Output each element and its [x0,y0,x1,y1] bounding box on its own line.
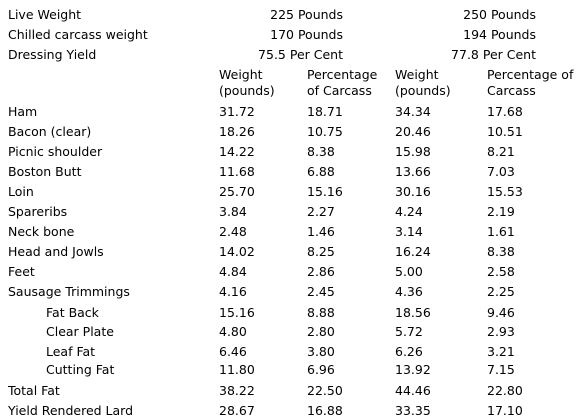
weight-225: 6.46 [219,344,247,359]
percent-225: 18.71 [307,104,343,119]
header-percent-1-line2: of Carcass [307,83,372,98]
weight-250: 15.98 [395,144,431,159]
weight-250: 33.35 [395,403,431,418]
percent-225: 6.88 [307,164,335,179]
weight-250: 6.26 [395,344,423,359]
row-label: Boston Butt [8,164,82,179]
percent-225: 2.86 [307,264,335,279]
header-weight-2-line1: Weight [395,67,439,82]
row-label: Fat Back [46,305,99,320]
weight-250: 4.24 [395,204,423,219]
percent-225: 10.75 [307,124,343,139]
percent-250: 15.53 [487,184,523,199]
weight-250: 4.36 [395,284,423,299]
header-percent-1-line1: Percentage [307,67,378,82]
weight-225: 4.84 [219,264,247,279]
percent-250: 9.46 [487,305,515,320]
header-weight-2-line2: (pounds) [395,83,451,98]
weight-225: 31.72 [219,104,255,119]
percent-250: 17.68 [487,104,523,119]
weight-225: 25.70 [219,184,255,199]
weight-250: 5.72 [395,324,423,339]
weight-250: 44.46 [395,383,431,398]
row-label: Spareribs [8,204,68,219]
weight-250: 34.34 [395,104,431,119]
live-weight-a: 225 Pounds [270,7,343,22]
weight-250: 18.56 [395,305,431,320]
percent-250: 10.51 [487,124,523,139]
row-label: Clear Plate [46,324,114,339]
dressing-yield-a: 75.5 Per Cent [258,47,343,62]
weight-225: 18.26 [219,124,255,139]
row-label: Head and Jowls [8,244,104,259]
weight-225: 14.22 [219,144,255,159]
weight-250: 16.24 [395,244,431,259]
percent-250: 8.38 [487,244,515,259]
row-label: Ham [8,104,38,119]
chilled-weight-b: 194 Pounds [463,27,536,42]
row-label: Feet [8,264,35,279]
row-label: Bacon (clear) [8,124,92,139]
header-percent-2-line1: Percentage of [487,67,574,82]
row-label: Loin [8,184,34,199]
dressing-yield-label: Dressing Yield [8,47,97,62]
weight-225: 4.80 [219,324,247,339]
percent-225: 8.88 [307,305,335,320]
percent-250: 7.15 [487,362,515,377]
weight-250: 3.14 [395,224,423,239]
weight-225: 2.48 [219,224,247,239]
percent-250: 17.10 [487,403,523,418]
row-label: Total Fat [8,383,60,398]
live-weight-b: 250 Pounds [463,7,536,22]
percent-225: 6.96 [307,362,335,377]
percent-250: 2.58 [487,264,515,279]
weight-225: 28.67 [219,403,255,418]
percent-250: 2.25 [487,284,515,299]
percent-225: 2.45 [307,284,335,299]
percent-225: 2.80 [307,324,335,339]
weight-225: 15.16 [219,305,255,320]
weight-225: 3.84 [219,204,247,219]
header-weight-1-line1: Weight [219,67,263,82]
percent-225: 1.46 [307,224,335,239]
percent-225: 16.88 [307,403,343,418]
live-weight-label: Live Weight [8,7,82,22]
percent-225: 8.38 [307,144,335,159]
percent-225: 2.27 [307,204,335,219]
percent-225: 8.25 [307,244,335,259]
row-label: Leaf Fat [46,344,96,359]
percent-225: 3.80 [307,344,335,359]
row-label: Neck bone [8,224,75,239]
weight-250: 30.16 [395,184,431,199]
percent-250: 2.19 [487,204,515,219]
weight-225: 4.16 [219,284,247,299]
row-label: Yield Rendered Lard [8,403,134,418]
percent-250: 1.61 [487,224,515,239]
dressing-yield-b: 77.8 Per Cent [451,47,536,62]
weight-250: 13.66 [395,164,431,179]
weight-250: 20.46 [395,124,431,139]
percent-250: 3.21 [487,344,515,359]
weight-225: 38.22 [219,383,255,398]
percent-250: 22.80 [487,383,523,398]
weight-225: 11.80 [219,362,255,377]
chilled-weight-label: Chilled carcass weight [8,27,148,42]
percent-250: 7.03 [487,164,515,179]
weight-225: 14.02 [219,244,255,259]
percent-225: 15.16 [307,184,343,199]
chilled-weight-a: 170 Pounds [270,27,343,42]
percent-225: 22.50 [307,383,343,398]
weight-225: 11.68 [219,164,255,179]
row-label: Cutting Fat [46,362,115,377]
weight-250: 13.92 [395,362,431,377]
header-percent-2-line2: Carcass [487,83,536,98]
row-label: Sausage Trimmings [8,284,130,299]
percent-250: 8.21 [487,144,515,159]
weight-250: 5.00 [395,264,423,279]
header-weight-1-line2: (pounds) [219,83,275,98]
percent-250: 2.93 [487,324,515,339]
row-label: Picnic shoulder [8,144,103,159]
